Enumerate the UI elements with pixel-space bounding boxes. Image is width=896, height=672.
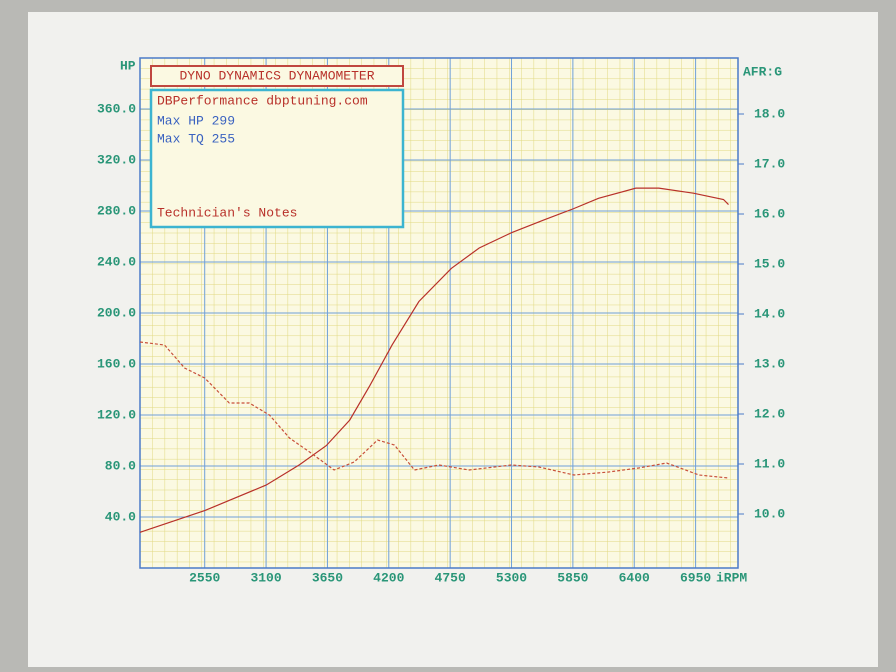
x-axis-label: iRPM xyxy=(716,570,747,585)
chart-title: DYNO DYNAMICS DYNAMOMETER xyxy=(179,68,374,83)
y2-tick-label: 16.0 xyxy=(754,206,785,221)
x-tick-label: 5850 xyxy=(557,570,588,585)
plot-frame xyxy=(139,57,739,569)
y-tick-label: 80.0 xyxy=(105,458,136,473)
y2-tick-label: 17.0 xyxy=(754,156,785,171)
y2-tick-label: 13.0 xyxy=(754,356,785,371)
y-tick-label: 120.0 xyxy=(97,407,136,422)
x-tick-label: 6400 xyxy=(619,570,650,585)
hp-line xyxy=(139,187,729,533)
annotation: Max TQ 255 xyxy=(157,131,235,146)
y2-tick-label: 18.0 xyxy=(754,106,785,121)
info-box xyxy=(149,88,405,229)
annotation: Technician's Notes xyxy=(157,205,297,220)
y2-tick-label: 11.0 xyxy=(754,456,785,471)
y2-tick-label: 12.0 xyxy=(754,406,785,421)
x-tick-label: 2550 xyxy=(189,570,220,585)
x-tick-label: 4200 xyxy=(373,570,404,585)
y2-tick-label: 14.0 xyxy=(754,306,785,321)
x-tick-label: 3650 xyxy=(312,570,343,585)
annotation: DBPerformance dbptuning.com xyxy=(157,93,368,108)
y2-tick-label: 10.0 xyxy=(754,506,785,521)
annotation: Max HP 299 xyxy=(157,113,235,128)
x-tick-label: 4750 xyxy=(435,570,466,585)
y2-tick-label: 15.0 xyxy=(754,256,785,271)
x-tick-label: 3100 xyxy=(250,570,281,585)
y-tick-label: 160.0 xyxy=(97,356,136,371)
y-tick-label: 280.0 xyxy=(97,203,136,218)
y-tick-label: 240.0 xyxy=(97,254,136,269)
afr-line xyxy=(139,341,729,479)
x-tick-label: 6950 xyxy=(680,570,711,585)
y-tick-label: 40.0 xyxy=(105,509,136,524)
y-tick-label: 200.0 xyxy=(97,305,136,320)
y2-axis-label: AFR:G xyxy=(743,64,782,79)
y-axis-label: HP xyxy=(120,58,136,73)
x-tick-label: 5300 xyxy=(496,570,527,585)
y-tick-label: 360.0 xyxy=(97,101,136,116)
y-tick-label: 320.0 xyxy=(97,152,136,167)
title-box xyxy=(150,65,404,87)
